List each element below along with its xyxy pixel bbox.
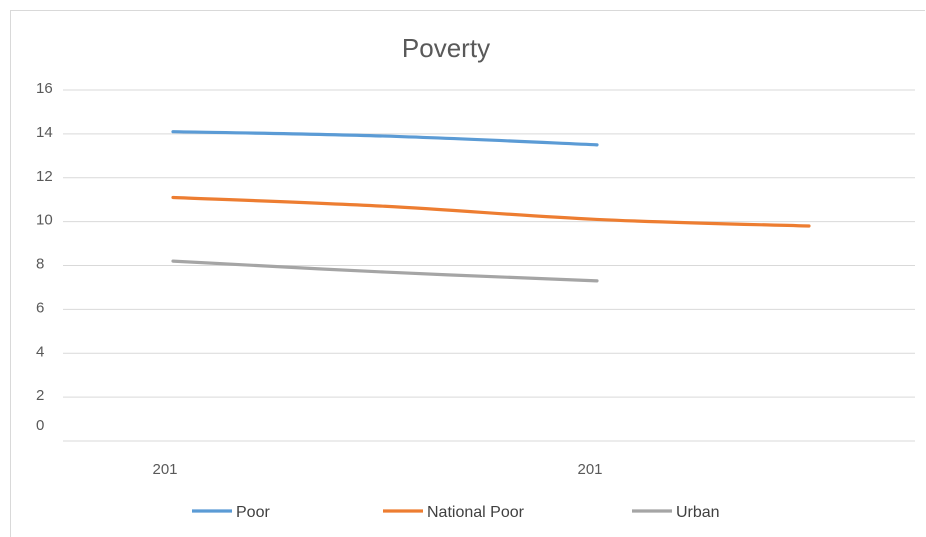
x-axis-tick-labels: 201 201 — [152, 461, 602, 478]
y-tick-label: 8 — [36, 256, 44, 273]
x-tick-label: 201 — [577, 461, 602, 478]
y-tick-label: 16 — [36, 80, 53, 97]
y-tick-label: 0 — [36, 417, 44, 434]
series-line-national-poor — [171, 195, 811, 228]
gridlines — [63, 89, 915, 442]
series-line-urban — [171, 259, 599, 283]
legend-label: Urban — [676, 504, 720, 521]
y-tick-label: 12 — [36, 168, 53, 185]
chart-frame — [10, 10, 925, 537]
x-tick-label: 201 — [152, 461, 177, 478]
legend: Poor National Poor Urban — [192, 504, 720, 521]
chart-title: Poverty — [402, 33, 490, 63]
legend-label: Poor — [236, 504, 270, 521]
y-tick-label: 4 — [36, 343, 44, 360]
series-line-poor — [171, 130, 599, 147]
y-tick-label: 14 — [36, 124, 53, 141]
y-tick-label: 10 — [36, 212, 53, 229]
series-lines — [171, 130, 811, 283]
legend-label: National Poor — [427, 504, 525, 521]
y-axis-tick-labels: 0 2 4 6 8 10 12 14 16 — [36, 80, 53, 434]
y-tick-label: 6 — [36, 299, 44, 316]
y-tick-label: 2 — [36, 387, 44, 404]
